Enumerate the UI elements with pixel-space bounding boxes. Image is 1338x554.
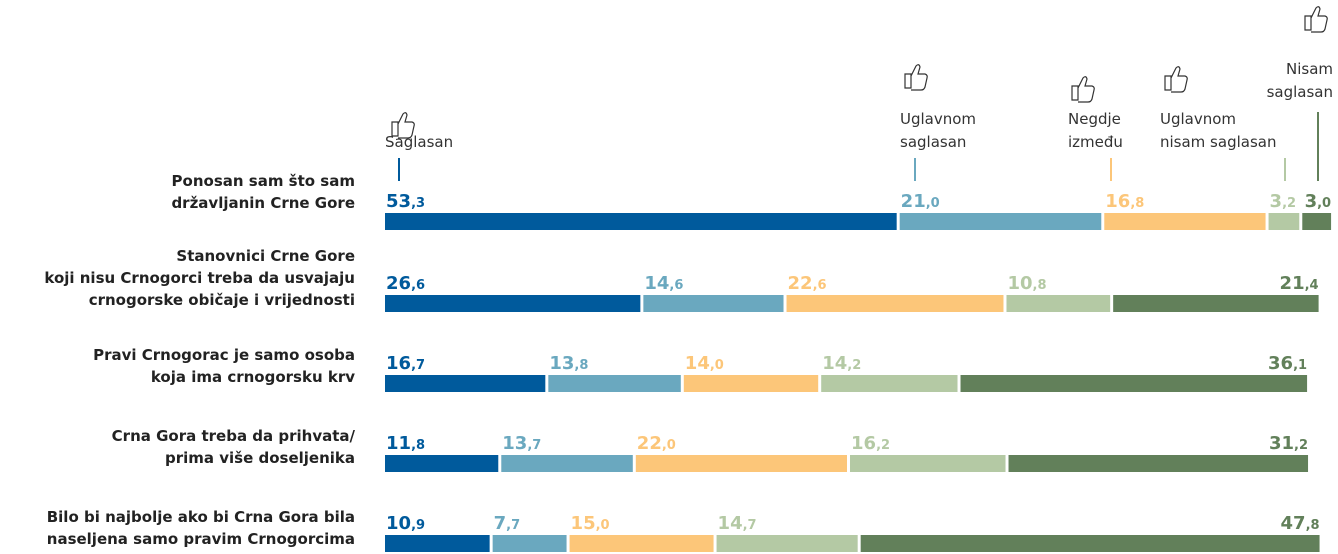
bar-segment xyxy=(1302,213,1332,230)
value-label: 14,2 xyxy=(822,353,861,374)
bar-segment xyxy=(385,375,546,392)
thumb-icon xyxy=(904,64,928,91)
value-label: 16,2 xyxy=(851,433,890,454)
legend-label: Nisam saglasan xyxy=(1266,60,1333,101)
row-label: Stanovnici Crne Gore koji nisu Crnogorci… xyxy=(44,247,355,309)
value-label: 22,6 xyxy=(788,273,827,294)
value-label: 3,0 xyxy=(1305,191,1332,212)
bar-segment xyxy=(850,455,1006,472)
bar-segment xyxy=(569,535,714,552)
thumb-icon xyxy=(1071,76,1095,103)
value-label: 16,8 xyxy=(1105,191,1144,212)
value-label: 47,8 xyxy=(1281,513,1320,534)
value-label: 21,4 xyxy=(1280,273,1319,294)
row-label: Ponosan sam što sam državljanin Crne Gor… xyxy=(171,172,355,212)
value-label: 21,0 xyxy=(901,191,940,212)
bar-segment xyxy=(1113,295,1319,312)
bar-segment xyxy=(501,455,633,472)
value-label: 13,8 xyxy=(549,353,588,374)
bar-segment xyxy=(643,295,784,312)
row-label: Pravi Crnogorac je samo osoba koja ima c… xyxy=(93,346,355,386)
legend-label: Saglasan xyxy=(385,133,454,151)
bar-segment xyxy=(385,535,490,552)
bar-segment xyxy=(548,375,681,392)
bar-segment xyxy=(899,213,1102,230)
thumb-icon xyxy=(1304,6,1328,33)
legend-label: Uglavnom saglasan xyxy=(900,110,977,151)
bar-segment xyxy=(1268,213,1300,230)
value-label: 53,3 xyxy=(386,191,425,212)
legend-label: Negdje između xyxy=(1068,110,1123,151)
bar-segment xyxy=(492,535,567,552)
bar-segment xyxy=(860,535,1320,552)
bar-segment xyxy=(1006,295,1111,312)
value-label: 14,0 xyxy=(685,353,724,374)
bar-segment xyxy=(821,375,958,392)
value-label: 16,7 xyxy=(386,353,425,374)
bar-segment xyxy=(960,375,1308,392)
value-label: 11,8 xyxy=(386,433,425,454)
thumb-icon xyxy=(391,112,415,139)
bar-segment xyxy=(1008,455,1309,472)
value-label: 31,2 xyxy=(1269,433,1308,454)
row-label: Bilo bi najbolje ako bi Crna Gora bila n… xyxy=(46,508,355,548)
legend-label: Uglavnom nisam saglasan xyxy=(1160,110,1277,151)
bar-segment xyxy=(786,295,1004,312)
value-label: 13,7 xyxy=(502,433,541,454)
value-label: 36,1 xyxy=(1268,353,1307,374)
bar-segment xyxy=(683,375,819,392)
bar-segment xyxy=(385,213,897,230)
value-label: 7,7 xyxy=(494,513,521,534)
value-label: 26,6 xyxy=(386,273,425,294)
bar-segment xyxy=(716,535,858,552)
value-label: 15,0 xyxy=(571,513,610,534)
value-label: 14,7 xyxy=(718,513,757,534)
bar-segment xyxy=(1104,213,1266,230)
value-label: 14,6 xyxy=(644,273,683,294)
value-label: 10,8 xyxy=(1007,273,1046,294)
bar-segment xyxy=(385,295,641,312)
value-label: 10,9 xyxy=(386,513,425,534)
row-label: Crna Gora treba da prihvata/ prima više … xyxy=(111,427,355,467)
bar-segment xyxy=(385,455,499,472)
bar-segment xyxy=(635,455,847,472)
value-label: 22,0 xyxy=(637,433,676,454)
value-label: 3,2 xyxy=(1270,191,1297,212)
thumb-icon xyxy=(1164,66,1188,93)
